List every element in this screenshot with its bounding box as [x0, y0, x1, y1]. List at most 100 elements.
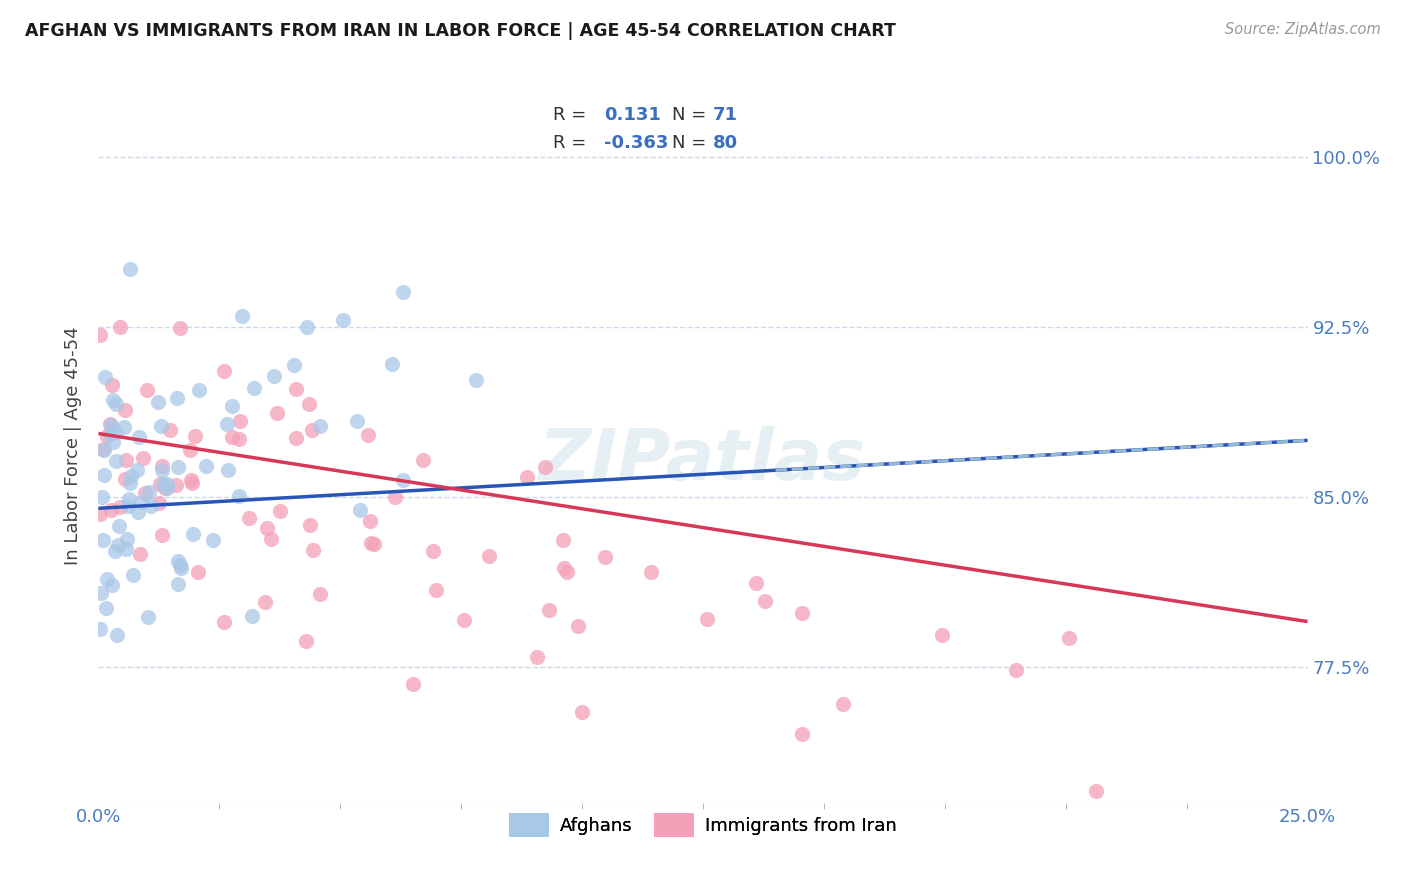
Point [231, 309, 253, 323]
Point [131, 450, 153, 465]
Point [217, 417, 239, 432]
Point [96, 601, 118, 615]
Point [478, 549, 501, 563]
Point [128, 430, 150, 444]
Point [228, 489, 250, 503]
Point [263, 369, 285, 384]
Text: AFGHAN VS IMMIGRANTS FROM IRAN IN LABOR FORCE | AGE 45-54 CORRELATION CHART: AFGHAN VS IMMIGRANTS FROM IRAN IN LABOR … [25, 22, 896, 40]
Point [187, 565, 209, 579]
Point [931, 628, 953, 642]
Point [194, 458, 217, 473]
Point [117, 499, 139, 513]
Point [266, 406, 288, 420]
Point [425, 582, 447, 597]
Legend: Afghans, Immigrants from Iran: Afghans, Immigrants from Iran [502, 806, 904, 844]
Point [148, 477, 170, 491]
Point [526, 649, 548, 664]
Y-axis label: In Labor Force | Age 45-54: In Labor Force | Age 45-54 [63, 326, 82, 566]
Point [153, 481, 176, 495]
Point [453, 613, 475, 627]
Text: R =: R = [553, 135, 586, 153]
Point [309, 587, 332, 601]
Point [754, 594, 776, 608]
Point [103, 435, 125, 450]
Point [179, 443, 201, 458]
Point [118, 475, 141, 490]
Point [115, 542, 138, 557]
Point [184, 429, 207, 443]
Point [150, 463, 173, 477]
Point [152, 476, 174, 491]
Point [537, 603, 560, 617]
Point [148, 496, 170, 510]
Point [790, 606, 813, 620]
Point [243, 381, 266, 395]
Point [93, 467, 115, 482]
Point [301, 423, 323, 437]
Point [214, 615, 236, 629]
Point [269, 504, 291, 518]
Point [238, 510, 260, 524]
Point [167, 554, 190, 568]
Point [298, 397, 321, 411]
Point [392, 474, 415, 488]
Point [100, 417, 122, 432]
Text: 71: 71 [713, 106, 738, 124]
Point [155, 476, 177, 491]
Point [363, 537, 385, 551]
Point [107, 627, 129, 641]
Point [254, 595, 277, 609]
Point [551, 533, 574, 547]
Point [571, 705, 593, 719]
Point [790, 727, 813, 741]
Point [422, 543, 444, 558]
Point [228, 414, 250, 428]
Point [98, 427, 121, 442]
Point [105, 454, 128, 468]
Point [217, 463, 239, 477]
Point [640, 566, 662, 580]
Point [302, 543, 325, 558]
Point [107, 538, 129, 552]
Point [357, 427, 380, 442]
Point [118, 262, 141, 277]
Point [114, 472, 136, 486]
Point [114, 420, 136, 434]
Point [141, 499, 163, 513]
Point [134, 486, 156, 500]
Point [332, 313, 354, 327]
Point [260, 533, 283, 547]
Text: Source: ZipAtlas.com: Source: ZipAtlas.com [1225, 22, 1381, 37]
Point [297, 320, 319, 334]
Point [1057, 631, 1080, 645]
Point [127, 504, 149, 518]
Point [156, 482, 179, 496]
Point [150, 458, 173, 473]
Point [103, 392, 125, 407]
Point [169, 320, 191, 334]
Point [108, 320, 131, 334]
Point [96, 572, 118, 586]
Point [349, 503, 371, 517]
Point [167, 576, 190, 591]
Text: 80: 80 [713, 135, 738, 153]
Point [165, 478, 187, 492]
Point [412, 452, 434, 467]
Point [150, 528, 173, 542]
Text: ZIPatlas: ZIPatlas [540, 425, 866, 495]
Point [166, 391, 188, 405]
Point [170, 561, 193, 575]
Text: -0.363: -0.363 [603, 135, 668, 153]
Point [1084, 784, 1107, 798]
Point [283, 358, 305, 372]
Point [285, 430, 308, 444]
Point [90, 586, 112, 600]
Point [534, 460, 557, 475]
Point [181, 475, 204, 490]
Point [104, 397, 127, 411]
Point [169, 558, 191, 573]
Point [181, 526, 204, 541]
Point [359, 514, 381, 528]
Point [114, 402, 136, 417]
Point [108, 519, 131, 533]
